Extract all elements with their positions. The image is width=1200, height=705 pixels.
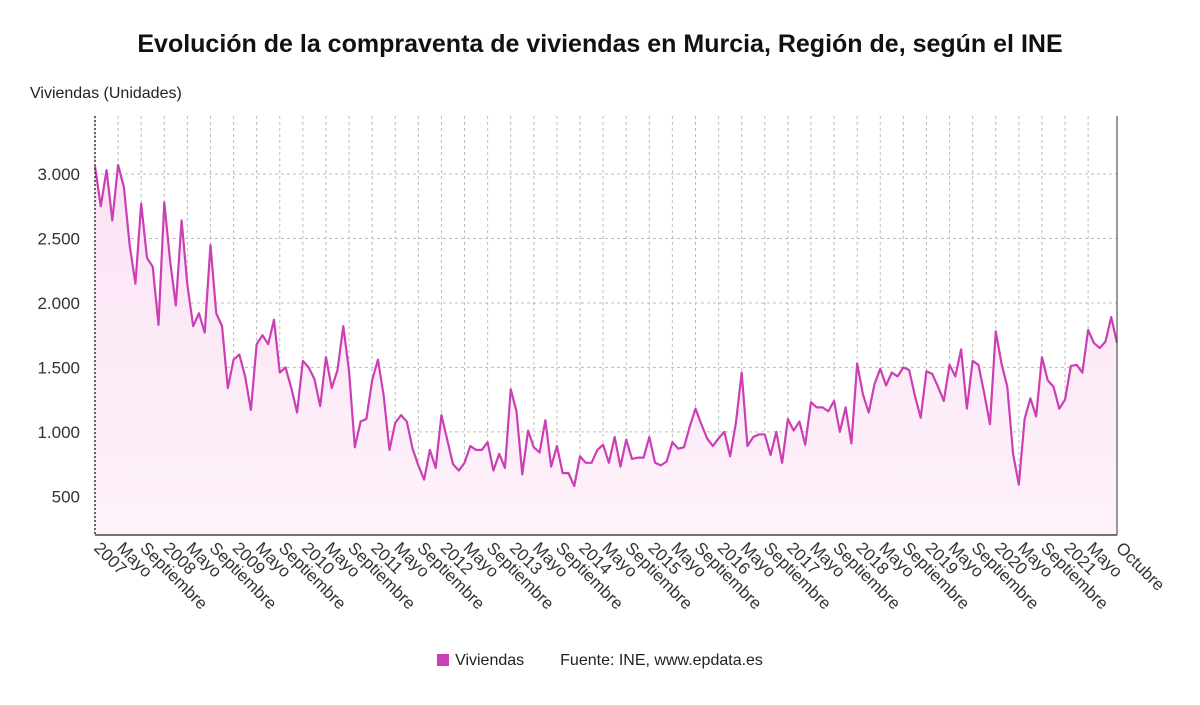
y-tick-label: 500 xyxy=(52,487,80,506)
series-area xyxy=(95,164,1117,536)
y-tick-label: 2.000 xyxy=(37,294,80,313)
legend-swatch xyxy=(437,654,450,666)
x-tick-labels: 2007MayoSeptiembre2008MayoSeptiembre2009… xyxy=(90,538,1168,613)
series-line xyxy=(93,163,1119,488)
series-line-path xyxy=(93,163,1119,488)
y-tick-label: 1.500 xyxy=(37,358,80,377)
axes xyxy=(94,116,1118,536)
chart-title: Evolución de la compraventa de viviendas… xyxy=(137,30,1063,58)
source-note: Fuente: INE, www.epdata.es xyxy=(560,652,763,669)
y-tick-labels: 500 1.000 1.500 2.000 2.500 3.000 xyxy=(37,165,80,506)
y-tick-label: 1.000 xyxy=(37,423,80,442)
y-axis-title: Viviendas (Unidades) xyxy=(30,85,182,102)
y-tick-label: 3.000 xyxy=(37,165,80,184)
y-tick-label: 2.500 xyxy=(37,229,80,248)
legend-label: Viviendas xyxy=(455,652,525,669)
series-area-fill xyxy=(95,164,1117,536)
legend: Viviendas Fuente: INE, www.epdata.es xyxy=(0,652,1200,670)
